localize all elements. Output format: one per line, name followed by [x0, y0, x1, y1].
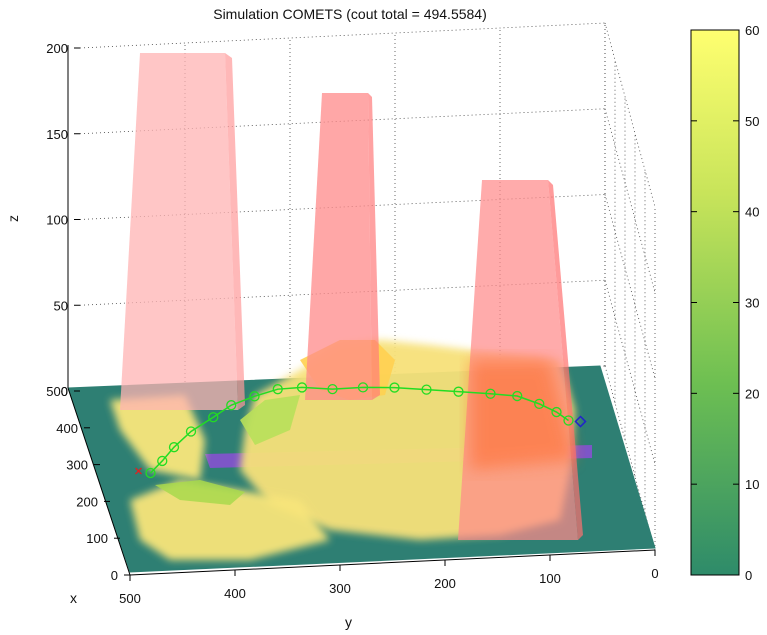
trajectory-point — [157, 455, 168, 467]
colorbar-tick-label: 50 — [745, 114, 759, 129]
obstacle-3-side — [548, 180, 583, 540]
axes — [67, 45, 656, 576]
y-tick-label: 300 — [329, 581, 351, 596]
trajectory-point — [296, 382, 308, 393]
trajectory — [135, 382, 587, 479]
colorbar-ticks: 0 10 20 30 40 50 60 — [691, 23, 759, 583]
colorbar-tick-label: 0 — [745, 568, 752, 583]
grid-line — [79, 22, 606, 49]
x-ticks: 0 100 200 300 400 500 — [46, 384, 130, 583]
trajectory-line — [149, 386, 569, 474]
y-tick-label: 0 — [651, 566, 658, 581]
z-axis-label: z — [5, 215, 21, 222]
z-tick-label: 150 — [46, 127, 68, 142]
x-axis-label: x — [70, 590, 77, 606]
colorbar-tick-label: 30 — [745, 296, 759, 311]
x-tick-label: 0 — [111, 568, 118, 583]
trajectory-point — [168, 442, 180, 453]
x-tick-label: 100 — [86, 531, 108, 546]
trajectory-point — [327, 383, 338, 395]
colorbar: 0 10 20 30 40 50 60 — [690, 23, 759, 583]
trajectory-point — [389, 382, 400, 393]
colorbar-tick-label: 10 — [745, 477, 759, 492]
trajectory-point — [421, 384, 432, 395]
trajectory-point — [551, 406, 562, 418]
obstacle-1 — [120, 53, 238, 410]
obstacle-3-glow — [470, 360, 575, 470]
z-tick-label: 100 — [46, 213, 68, 228]
end-marker — [574, 415, 587, 428]
trajectory-point — [249, 391, 260, 402]
y-tick-label: 400 — [224, 586, 246, 601]
start-marker — [135, 467, 142, 475]
colorbar-tick-label: 20 — [745, 386, 759, 401]
z-ticks: 0 50 100 150 200 — [46, 41, 80, 399]
colorbar-tick-label: 60 — [745, 23, 759, 38]
trajectory-point — [226, 400, 237, 411]
y-tick-label: 500 — [119, 591, 141, 606]
colorbar-gradient — [690, 29, 740, 576]
trajectory-point — [534, 398, 545, 410]
x-tick-label: 200 — [76, 494, 98, 509]
trajectory-point — [453, 386, 464, 397]
trajectory-point — [357, 382, 369, 393]
x-tick-label: 300 — [66, 458, 88, 473]
z-tick-label: 200 — [46, 41, 68, 56]
grid-line — [604, 22, 656, 208]
trajectory-point — [512, 390, 523, 402]
y-tick-label: 200 — [434, 576, 456, 591]
x-tick-label: 400 — [56, 421, 78, 436]
trajectory-point — [485, 388, 496, 399]
colorbar-tick-label: 40 — [745, 205, 759, 220]
trajectory-point — [563, 415, 574, 426]
y-ticks: 500 400 300 200 100 0 — [119, 550, 659, 606]
obstacle-2-side — [368, 93, 380, 400]
trajectory-point — [208, 412, 219, 423]
z-tick-label: 50 — [54, 298, 68, 313]
obstacles — [120, 53, 583, 540]
y-tick-label: 100 — [539, 571, 561, 586]
trajectory-point — [272, 384, 283, 395]
y-axis-label: y — [345, 614, 352, 630]
trajectory-point — [145, 467, 156, 479]
obstacle-2 — [305, 93, 372, 400]
grid-line — [604, 108, 656, 293]
chart-title: Simulation COMETS (cout total = 494.5584… — [213, 6, 487, 22]
z-tick-label: 0 — [61, 384, 68, 399]
trajectory-point — [185, 426, 197, 437]
x-tick-label: 500 — [46, 384, 68, 399]
grid-line — [604, 194, 656, 379]
obstacle-1-side — [225, 53, 245, 410]
